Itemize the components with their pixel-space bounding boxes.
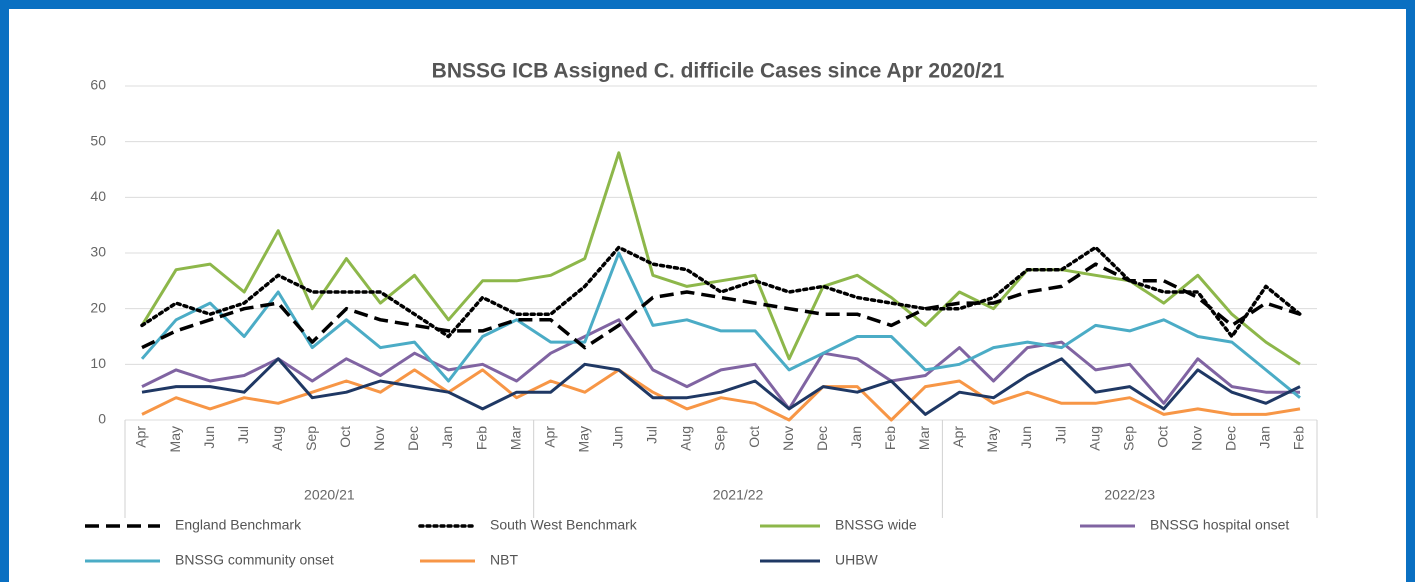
x-tick-label: Sep — [303, 426, 319, 451]
x-tick-label: Aug — [678, 426, 694, 451]
x-tick-label: Oct — [337, 426, 353, 448]
legend-text: South West Benchmark — [490, 517, 638, 533]
legend-text: BNSSG wide — [835, 517, 917, 533]
x-tick-label: Feb — [473, 426, 489, 450]
x-tick-label: May — [575, 426, 591, 452]
x-tick-label: Aug — [269, 426, 285, 451]
x-tick-label: Nov — [371, 426, 387, 451]
x-tick-label: Aug — [1086, 426, 1102, 451]
y-tick-label: 30 — [90, 244, 106, 260]
x-tick-label: May — [984, 426, 1000, 452]
series-line — [141, 368, 1301, 422]
x-tick-label: Nov — [1189, 426, 1205, 451]
legend-text: NBT — [490, 552, 518, 568]
x-tick-label: Jun — [1018, 426, 1034, 449]
group-label: 2022/23 — [1104, 487, 1155, 503]
x-tick-label: Apr — [541, 426, 557, 448]
x-tick-label: Mar — [916, 426, 932, 450]
x-tick-label: Apr — [950, 426, 966, 448]
x-tick-label: Dec — [1223, 426, 1239, 451]
series-line — [141, 357, 1301, 416]
x-tick-label: Jan — [848, 426, 864, 449]
y-tick-label: 10 — [90, 355, 106, 371]
y-tick-label: 20 — [90, 299, 106, 315]
group-label: 2020/21 — [304, 487, 355, 503]
legend-text: BNSSG hospital onset — [1150, 517, 1289, 533]
y-tick-label: 60 — [90, 77, 106, 93]
x-tick-label: Sep — [1120, 426, 1136, 451]
x-tick-label: May — [167, 426, 183, 452]
legend-text: BNSSG community onset — [175, 552, 334, 568]
group-label: 2021/22 — [713, 487, 764, 503]
y-tick-label: 0 — [98, 411, 106, 427]
x-tick-label: Apr — [133, 426, 149, 448]
series-line — [140, 251, 1301, 399]
x-tick-label: Feb — [882, 426, 898, 450]
legend-text: UHBW — [835, 552, 879, 568]
x-tick-label: Mar — [507, 426, 523, 450]
x-tick-label: Jun — [201, 426, 217, 449]
x-tick-label: Dec — [405, 426, 421, 451]
x-tick-label: Oct — [746, 426, 762, 448]
x-tick-label: Jul — [1052, 426, 1068, 444]
x-tick-label: Jul — [235, 426, 251, 444]
series-line — [141, 262, 1301, 350]
series-line — [141, 318, 1300, 411]
x-tick-label: Feb — [1291, 426, 1307, 450]
series-line — [140, 151, 1301, 366]
y-tick-label: 50 — [90, 132, 106, 148]
y-tick-label: 40 — [90, 188, 106, 204]
x-tick-label: Jun — [610, 426, 626, 449]
x-tick-label: Jan — [1257, 426, 1273, 449]
x-tick-label: Nov — [780, 426, 796, 451]
legend-text: England Benchmark — [175, 517, 302, 533]
chart-title: BNSSG ICB Assigned C. difficile Cases si… — [432, 60, 1005, 83]
x-tick-label: Sep — [712, 426, 728, 451]
series-line — [140, 245, 1302, 339]
x-tick-label: Oct — [1154, 426, 1170, 448]
x-tick-label: Dec — [814, 426, 830, 451]
x-tick-label: Jan — [439, 426, 455, 449]
x-tick-label: Jul — [644, 426, 660, 444]
